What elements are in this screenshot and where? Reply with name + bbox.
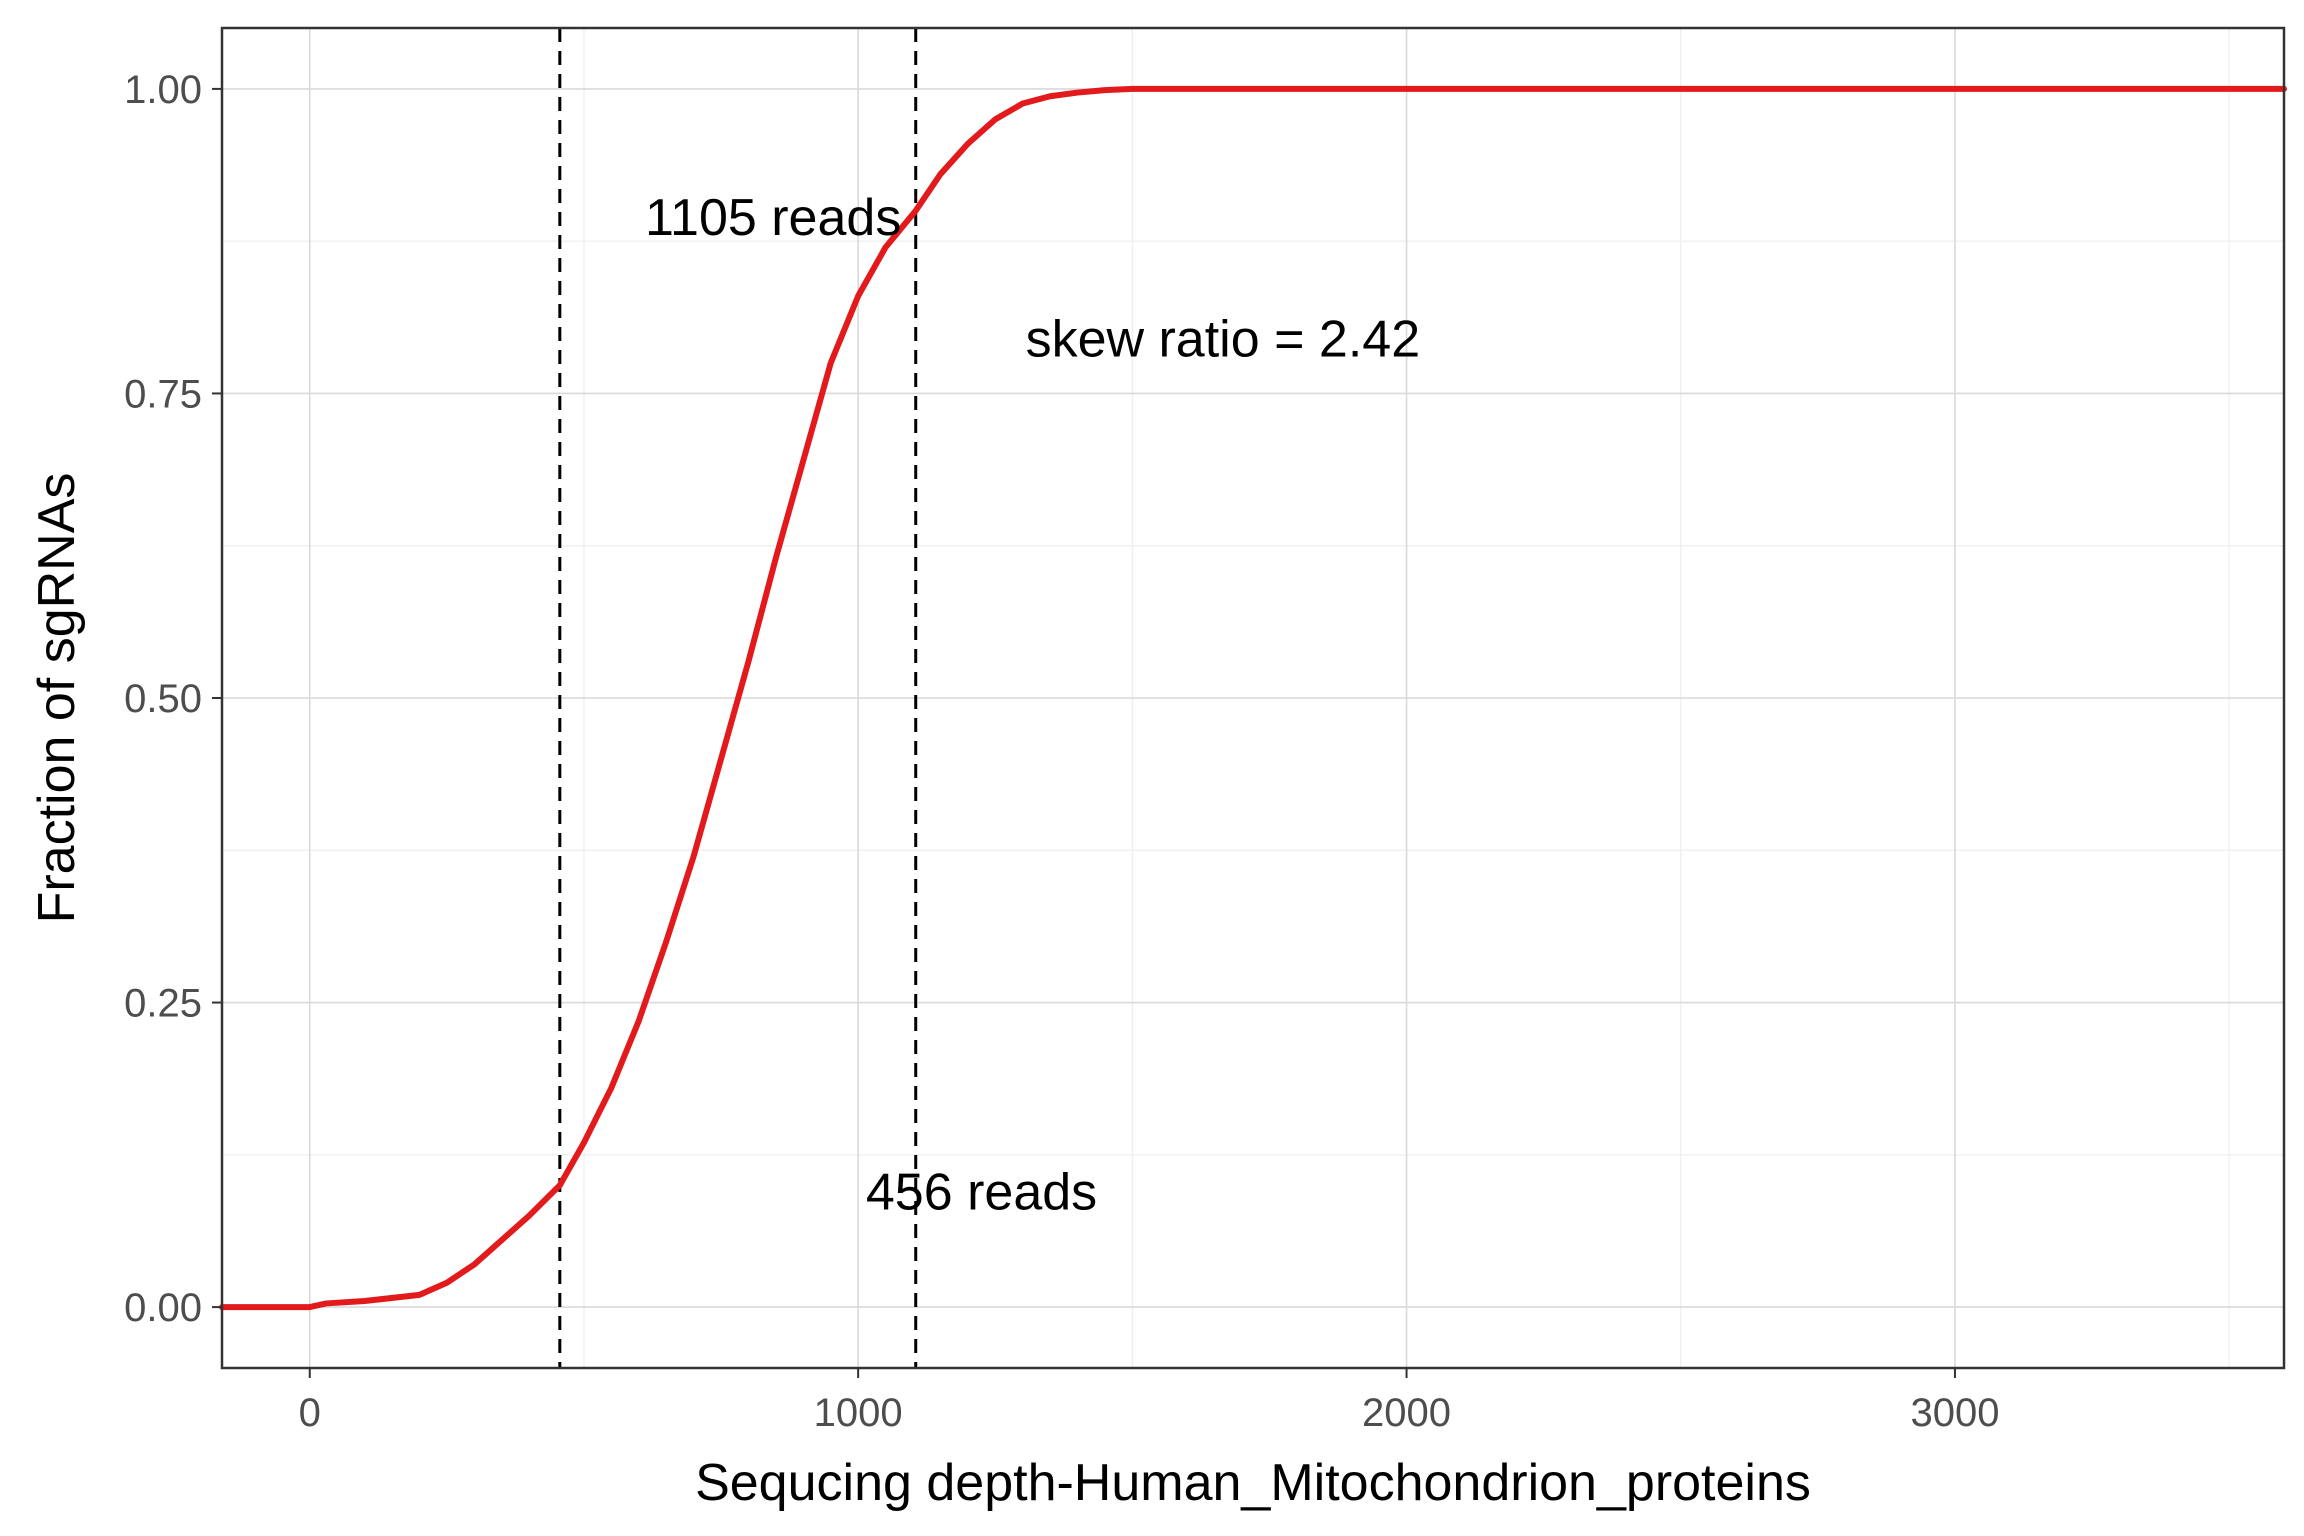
- annotation-label: skew ratio = 2.42: [1026, 311, 1421, 369]
- x-tick-label: 1000: [814, 1391, 903, 1435]
- x-axis-title: Sequcing depth-Human_Mitochondrion_prote…: [695, 1454, 1811, 1512]
- reference-lines: [558, 28, 918, 1368]
- y-tick-label: 1.00: [124, 68, 202, 112]
- cumulative-distribution-line: [219, 85, 2287, 1311]
- annotation-label: 456 reads: [866, 1163, 1097, 1221]
- y-tick-label: 0.50: [124, 677, 202, 721]
- axis-ticks: 0 1000 2000 3000 0.00 0.25 0.50 0.75 1.00: [124, 68, 1999, 1435]
- x-tick-label: 0: [299, 1391, 321, 1435]
- y-tick-label: 0.75: [124, 372, 202, 416]
- y-tick-label: 0.00: [124, 1286, 202, 1330]
- x-tick-label: 3000: [1910, 1391, 1999, 1435]
- annotations: 1105 reads skew ratio = 2.42 456 reads: [645, 189, 1420, 1222]
- series-layer: [219, 85, 2287, 1311]
- y-axis-title: Fraction of sgRNAs: [28, 473, 86, 924]
- annotation-label: 1105 reads: [645, 189, 901, 247]
- y-tick-label: 0.25: [124, 982, 202, 1026]
- x-tick-label: 2000: [1362, 1391, 1451, 1435]
